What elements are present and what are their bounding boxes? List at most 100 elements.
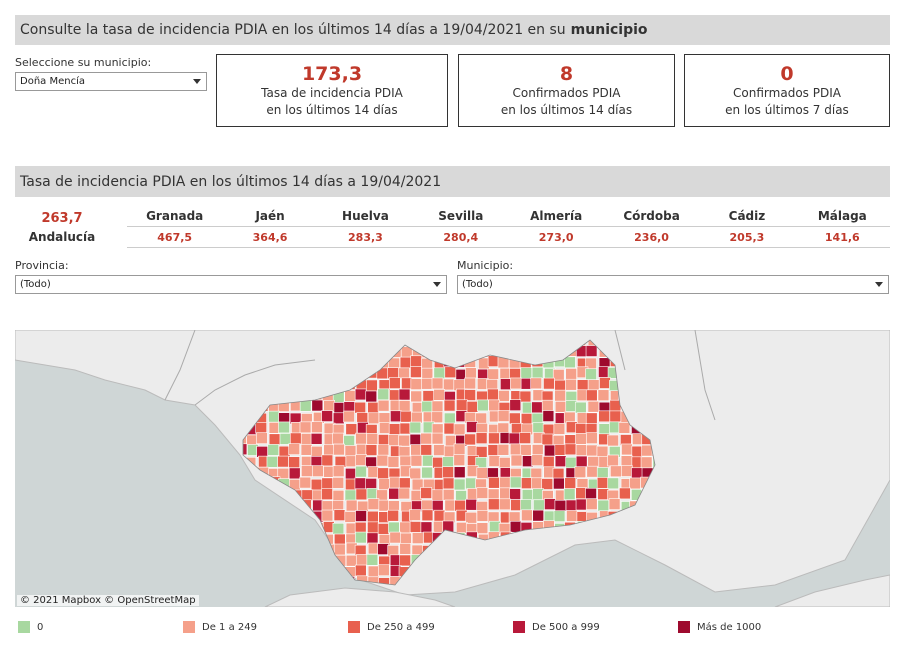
municipality-cell[interactable]: [266, 576, 279, 588]
municipality-cell[interactable]: [575, 455, 588, 468]
municipality-cell[interactable]: [367, 510, 379, 523]
municipality-cell[interactable]: [553, 587, 564, 598]
municipality-cell[interactable]: [387, 509, 399, 522]
municipality-cell[interactable]: [290, 576, 303, 588]
municipality-cell[interactable]: [453, 443, 466, 456]
municipality-cell[interactable]: [489, 520, 501, 533]
municipality-cell[interactable]: [433, 367, 446, 380]
municipality-cell[interactable]: [387, 367, 400, 379]
municipality-cell[interactable]: [343, 410, 355, 423]
municipality-cell[interactable]: [236, 532, 248, 545]
municipality-cell[interactable]: [333, 533, 346, 546]
municipality-cell[interactable]: [588, 587, 599, 598]
municipality-cell[interactable]: [442, 456, 454, 468]
municipality-cell[interactable]: [321, 488, 333, 501]
municipality-cell[interactable]: [300, 443, 313, 456]
municipality-cell[interactable]: [288, 456, 300, 468]
municipality-cell[interactable]: [575, 566, 587, 578]
municipality-cell[interactable]: [398, 477, 411, 490]
municipality-cell[interactable]: [334, 566, 347, 578]
municipality-cell[interactable]: [654, 588, 665, 599]
municipality-cell[interactable]: [465, 511, 478, 524]
municipality-cell[interactable]: [553, 510, 566, 522]
municipality-cell[interactable]: [642, 564, 655, 577]
municipality-cell[interactable]: [464, 433, 476, 446]
municipality-cell[interactable]: [420, 521, 433, 534]
municipality-cell[interactable]: [443, 422, 456, 435]
municipality-cell[interactable]: [321, 566, 334, 579]
municipality-cell[interactable]: [278, 421, 290, 434]
municipality-cell[interactable]: [399, 521, 411, 534]
municipality-cell[interactable]: [487, 444, 500, 456]
municipality-cell[interactable]: [267, 566, 279, 578]
municipality-cell[interactable]: [609, 410, 622, 423]
municipality-cell[interactable]: [554, 389, 566, 402]
municipality-cell[interactable]: [443, 378, 455, 391]
municipality-cell[interactable]: [288, 467, 301, 480]
municipality-cell[interactable]: [531, 401, 543, 414]
municipality-cell[interactable]: [422, 390, 435, 402]
municipality-cell[interactable]: [310, 433, 323, 445]
municipality-cell[interactable]: [520, 413, 533, 425]
municipality-cell[interactable]: [333, 543, 346, 556]
municipality-cell[interactable]: [432, 456, 444, 469]
municipality-cell[interactable]: [652, 576, 663, 588]
municipality-cell[interactable]: [288, 521, 301, 534]
municipality-cell[interactable]: [332, 489, 345, 502]
municipality-cell[interactable]: [444, 499, 457, 512]
municipality-cell[interactable]: [563, 411, 576, 424]
municipality-cell[interactable]: [288, 510, 301, 523]
municipality-cell[interactable]: [574, 466, 587, 479]
municipality-cell[interactable]: [521, 588, 532, 599]
municipality-cell[interactable]: [299, 421, 312, 434]
municipality-cell[interactable]: [244, 565, 256, 578]
municipality-cell[interactable]: [443, 399, 456, 412]
municipality-cell[interactable]: [598, 555, 610, 567]
municipality-cell[interactable]: [519, 390, 532, 403]
municipality-cell[interactable]: [541, 478, 554, 490]
municipality-cell[interactable]: [388, 487, 400, 500]
municipality-cell[interactable]: [301, 575, 314, 587]
municipality-cell[interactable]: [255, 564, 268, 576]
municipality-cell[interactable]: [321, 509, 334, 522]
municipality-cell[interactable]: [565, 378, 577, 391]
municipality-cell[interactable]: [476, 467, 489, 479]
municipality-cell[interactable]: [421, 509, 434, 522]
municipality-cell[interactable]: [366, 554, 379, 566]
municipality-cell[interactable]: [587, 400, 600, 413]
municipality-cell[interactable]: [620, 567, 633, 579]
municipality-cell[interactable]: [388, 521, 400, 534]
municipality-cell[interactable]: [618, 555, 631, 567]
municipality-cell[interactable]: [323, 543, 336, 556]
municipality-cell[interactable]: [586, 465, 599, 478]
municipality-cell[interactable]: [444, 366, 457, 379]
municipality-cell[interactable]: [454, 499, 466, 512]
municipality-cell[interactable]: [310, 577, 323, 589]
municipality-cell[interactable]: [521, 576, 533, 588]
municipality-cell[interactable]: [410, 378, 423, 390]
municipality-cell[interactable]: [566, 510, 578, 522]
municipality-cell[interactable]: [552, 467, 565, 480]
municipality-cell[interactable]: [301, 532, 313, 545]
municipality-cell[interactable]: [367, 498, 380, 510]
municipality-cell[interactable]: [267, 531, 280, 544]
municipality-cell[interactable]: [488, 399, 500, 412]
municipality-cell[interactable]: [398, 400, 411, 412]
municipality-cell[interactable]: [333, 443, 345, 456]
municipality-cell[interactable]: [367, 401, 379, 414]
municipality-cell[interactable]: [453, 454, 466, 466]
municipality-cell[interactable]: [530, 377, 542, 390]
municipality-cell[interactable]: [508, 432, 521, 445]
municipality-cell[interactable]: [532, 422, 545, 435]
municipality-cell[interactable]: [279, 543, 292, 555]
municipality-cell[interactable]: [610, 465, 622, 478]
municipality-cell[interactable]: [343, 435, 355, 447]
municipality-cell[interactable]: [290, 544, 302, 556]
municipality-cell[interactable]: [544, 444, 556, 457]
municipality-cell[interactable]: [389, 476, 401, 489]
municipality-cell[interactable]: [289, 553, 301, 565]
municipality-cell[interactable]: [509, 488, 521, 500]
municipality-cell[interactable]: [433, 389, 445, 401]
municipality-cell[interactable]: [597, 588, 608, 599]
municipality-cell[interactable]: [399, 543, 412, 555]
